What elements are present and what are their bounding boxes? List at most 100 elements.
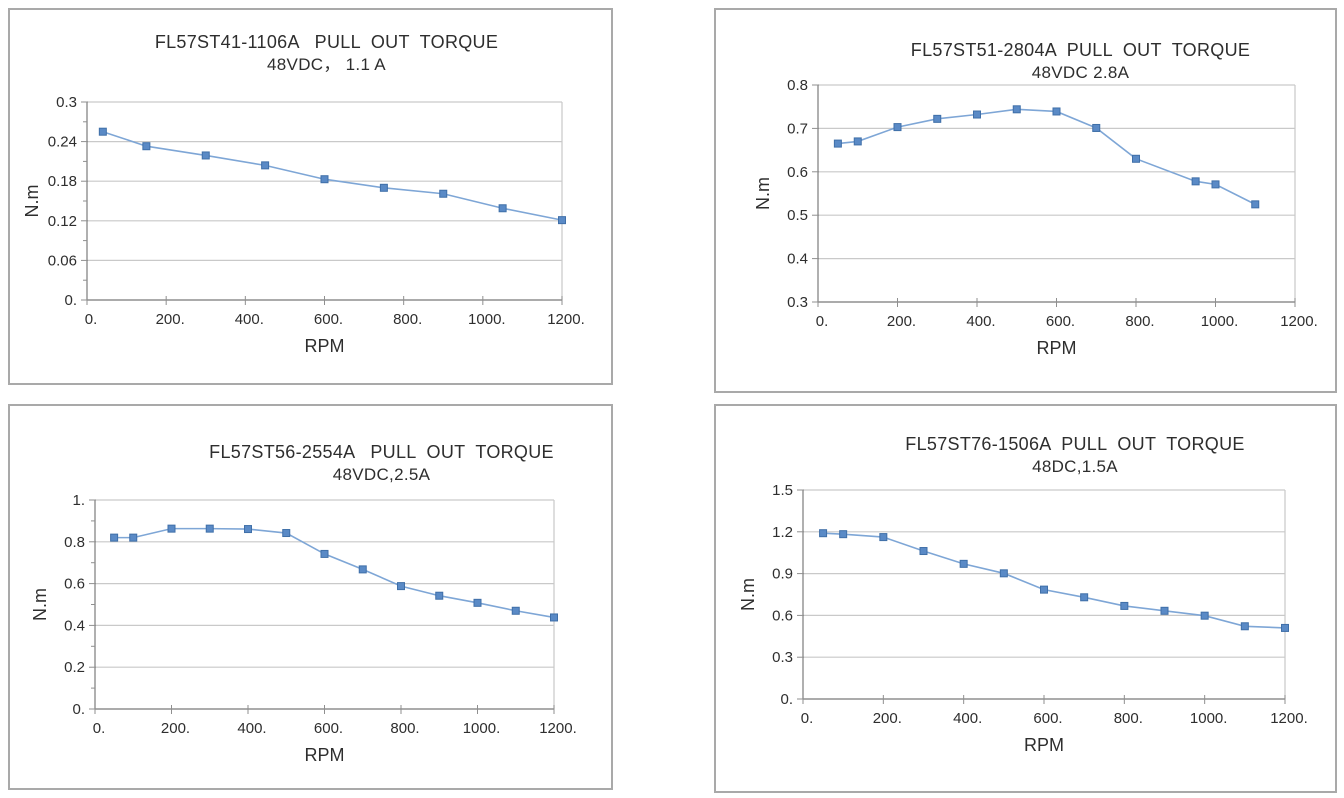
data-point-marker: [919, 547, 928, 556]
chart-subtitle: 48VDC 2.8A: [1031, 63, 1130, 82]
data-point-marker: [1251, 200, 1260, 209]
x-tick-label: 0.: [93, 720, 106, 737]
chart-panel-fl57st76: FL57ST76-1506A PULL OUT TORQUE 48DC,1.5A…: [714, 404, 1337, 793]
y-tick-label: 1.: [72, 492, 85, 509]
y-tick-label: 0.9: [772, 566, 793, 583]
y-tick-label: 0.: [64, 292, 77, 309]
data-point-marker: [320, 175, 329, 184]
x-tick-label: 1200.: [547, 311, 585, 328]
y-tick-label: 0.8: [64, 534, 85, 551]
data-point-marker: [1040, 585, 1048, 594]
x-tick-label: 800.: [393, 311, 422, 328]
data-point-marker: [833, 139, 842, 148]
chart-title: FL57ST76-1506A PULL OUT TORQUE: [905, 434, 1245, 454]
data-point-marker: [511, 606, 520, 615]
chart-title-block: FL57ST51-2804A PULL OUT TORQUE 48VDC 2.8…: [842, 38, 1319, 84]
chart-panel-fl57st51: FL57ST51-2804A PULL OUT TORQUE 48VDC 2.8…: [714, 8, 1337, 393]
x-tick-label: 800.: [1114, 710, 1143, 727]
y-tick-label: 0.6: [787, 164, 808, 181]
x-tick-label: 400.: [953, 710, 982, 727]
chart-panel-fl57st41: FL57ST41-1106A PULL OUT TORQUE 48VDC， 1.…: [8, 8, 613, 385]
line-chart-fl57st56: 0. 0.2 0.4 0.6 0.8 1. 0. 200. 400. 600. 800. 1000. 1…: [30, 492, 577, 765]
x-tick-label: 600.: [1033, 710, 1062, 727]
chart-title-block: FL57ST41-1106A PULL OUT TORQUE 48VDC， 1.…: [89, 30, 564, 76]
x-tick-label: 1200.: [1280, 313, 1318, 330]
data-point-marker: [379, 183, 388, 192]
data-point-marker: [261, 161, 270, 170]
data-point-marker: [142, 142, 151, 151]
x-tick-label: 600.: [314, 720, 343, 737]
data-point-marker: [1211, 180, 1220, 189]
x-axis-title: RPM: [1037, 338, 1077, 358]
y-tick-label: 0.6: [64, 576, 85, 593]
x-tick-label: 200.: [161, 720, 190, 737]
y-tick-label: 0.5: [787, 207, 808, 224]
y-tick-label: 0.8: [787, 77, 808, 94]
data-point-marker: [558, 216, 566, 225]
y-axis-title: N.m: [738, 578, 758, 611]
y-tick-label: 1.2: [772, 524, 793, 541]
y-tick-label: 1.5: [772, 482, 793, 499]
data-point-marker: [973, 110, 981, 119]
y-tick-label: 0.6: [772, 607, 793, 624]
data-point-marker: [1080, 593, 1089, 602]
x-axis-title: RPM: [305, 336, 345, 356]
data-point-marker: [244, 525, 252, 534]
chart-subtitle: 48VDC， 1.1 A: [267, 55, 386, 74]
data-point-marker: [358, 565, 367, 574]
x-axis-title: RPM: [1024, 735, 1064, 755]
x-tick-label: 600.: [1046, 313, 1075, 330]
chart-subtitle: 48DC,1.5A: [1032, 457, 1118, 476]
x-tick-label: 600.: [314, 311, 343, 328]
x-tick-label: 200.: [887, 313, 916, 330]
x-tick-label: 0.: [801, 710, 814, 727]
data-point-marker: [129, 533, 138, 542]
data-point-marker: [282, 529, 291, 538]
series-line: [102, 130, 563, 221]
data-point-marker: [201, 151, 210, 160]
x-tick-label: 1000.: [1190, 710, 1228, 727]
x-tick-label: 200.: [156, 311, 185, 328]
data-point-marker: [1240, 622, 1249, 631]
y-tick-label: 0.7: [787, 120, 808, 137]
data-point-marker: [1092, 123, 1101, 132]
x-tick-label: 1200.: [539, 720, 577, 737]
data-point-marker: [879, 533, 888, 542]
y-tick-label: 0.3: [772, 649, 793, 666]
line-chart-fl57st41: 0. 0.06 0.12 0.18 0.24 0.3 0. 200. 400. 600. 800. 1…: [22, 94, 585, 356]
y-tick-label: 0.06: [48, 252, 77, 269]
x-tick-label: 1200.: [1270, 710, 1308, 727]
chart-panel-fl57st56: FL57ST56-2554A PULL OUT TORQUE 48VDC,2.5…: [8, 404, 613, 790]
y-tick-label: 0.2: [64, 659, 85, 676]
data-point-marker: [819, 529, 828, 538]
chart-title-block: FL57ST56-2554A PULL OUT TORQUE 48VDC,2.5…: [152, 440, 611, 486]
x-tick-label: 200.: [873, 710, 902, 727]
data-point-marker: [1191, 177, 1200, 186]
x-tick-label: 0.: [816, 313, 829, 330]
y-tick-label: 0.3: [787, 294, 808, 311]
data-point-marker: [1200, 611, 1209, 620]
data-point-marker: [205, 524, 214, 533]
data-point-marker: [439, 189, 448, 198]
data-point-marker: [893, 123, 902, 132]
data-point-marker: [1281, 623, 1289, 632]
series-line: [823, 532, 1286, 629]
data-point-marker: [1132, 154, 1140, 163]
chart-title: FL57ST41-1106A PULL OUT TORQUE: [154, 32, 499, 52]
x-tick-label: 1000.: [463, 720, 501, 737]
x-tick-label: 800.: [1125, 313, 1154, 330]
y-tick-label: 0.18: [48, 173, 77, 190]
data-point-marker: [110, 533, 119, 542]
data-point-marker: [98, 127, 107, 136]
data-point-marker: [999, 569, 1008, 578]
data-point-marker: [397, 582, 405, 591]
chart-title-block: FL57ST76-1506A PULL OUT TORQUE 48DC,1.5A: [834, 432, 1316, 478]
y-tick-label: 0.24: [48, 134, 77, 151]
y-tick-label: 0.: [780, 691, 793, 708]
data-point-marker: [959, 559, 968, 568]
x-tick-label: 400.: [237, 720, 266, 737]
data-point-marker: [1052, 107, 1061, 116]
x-tick-label: 1000.: [1201, 313, 1239, 330]
line-chart-fl57st51: 0.3 0.4 0.5 0.6 0.7 0.8 0. 200. 400. 600. 800. 1000…: [753, 77, 1318, 358]
